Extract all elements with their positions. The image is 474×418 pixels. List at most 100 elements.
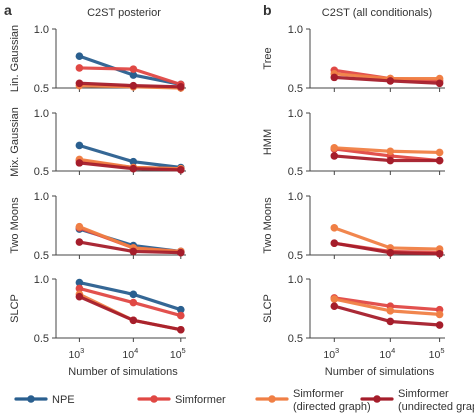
legend-item: Simformer(directed graph): [255, 388, 371, 413]
data-point: [386, 317, 395, 326]
y-tick-label: 1.0: [34, 24, 49, 36]
data-point: [330, 302, 339, 310]
subplot-a-two-moons: 0.5 1.0 Two Moons: [9, 191, 186, 262]
data-point: [177, 166, 185, 174]
x-tick-label: 105: [429, 346, 445, 361]
row-label: SLCP: [9, 294, 21, 323]
y-tick-label: 0.5: [34, 83, 49, 95]
legend-swatch-marker: [150, 395, 158, 403]
data-point: [129, 290, 138, 299]
x-tick-label: 103: [68, 346, 84, 361]
data-point: [129, 71, 138, 79]
data-point: [75, 278, 84, 287]
legend-swatch-marker: [27, 395, 35, 403]
data-point: [330, 73, 339, 82]
data-point: [330, 295, 339, 303]
y-tick-label: 0.5: [288, 333, 303, 345]
subplot-a-mix-gaussian: 0.5 1.0 Mix. Gaussian: [9, 107, 186, 178]
data-point: [129, 164, 138, 173]
data-point: [75, 238, 84, 246]
data-point: [330, 152, 339, 160]
data-point: [435, 79, 444, 88]
data-point: [75, 79, 84, 88]
data-point: [129, 157, 138, 166]
y-tick-label: 0.5: [288, 166, 303, 178]
legend-item: NPE: [14, 394, 75, 406]
row-label: Tree: [262, 47, 274, 69]
data-point: [330, 239, 339, 247]
legend-label: Simformer: [398, 388, 449, 400]
legend-label: Simformer: [175, 394, 226, 406]
data-point: [177, 248, 185, 257]
data-point: [75, 222, 84, 231]
legend-swatch-marker: [373, 395, 381, 403]
data-point: [435, 321, 444, 329]
x-axis-label: Number of simulations: [68, 366, 178, 378]
data-point: [435, 310, 444, 319]
data-point: [129, 316, 138, 325]
y-tick-label: 0.5: [288, 83, 303, 95]
row-label: Two Moons: [9, 197, 21, 254]
y-tick-label: 0.5: [34, 333, 49, 345]
subplot-a-lin-gaussian: 0.5 1.0 Lin. Gaussian: [9, 24, 186, 95]
row-label: Lin. Gaussian: [9, 25, 21, 92]
y-tick-label: 1.0: [34, 108, 49, 120]
data-point: [435, 250, 444, 258]
data-point: [129, 81, 138, 90]
y-tick-label: 1.0: [288, 108, 303, 120]
legend-label: (directed graph): [293, 401, 371, 413]
legend-label: (undirected graph): [398, 401, 474, 413]
data-point: [75, 52, 84, 60]
data-point: [177, 325, 185, 334]
y-tick-label: 1.0: [288, 191, 303, 203]
data-point: [177, 311, 185, 320]
data-point: [129, 65, 138, 73]
row-label: SLCP: [262, 294, 274, 323]
x-axis-label: Number of simulations: [325, 366, 435, 378]
legend-label: NPE: [52, 394, 75, 406]
column-title-b: C2ST (all conditionals): [322, 7, 432, 19]
data-point: [386, 77, 395, 85]
subplot-a-slcp: 0.5 1.0 SLCP 103 104 105 Number of simulations: [9, 274, 186, 378]
x-tick-label: 104: [379, 346, 395, 361]
x-tick-label: 104: [122, 346, 138, 361]
data-point: [177, 83, 185, 91]
data-point: [435, 148, 444, 157]
y-tick-label: 1.0: [34, 274, 49, 286]
y-tick-label: 1.0: [288, 24, 303, 36]
subplot-b-slcp: 0.5 1.0 SLCP 103 104 105 Number of simulations: [262, 274, 445, 378]
row-label: Two Moons: [262, 197, 274, 254]
data-point: [330, 224, 339, 232]
legend: NPE Simformer Simformer(directed graph)Sim…: [14, 388, 474, 413]
data-point: [75, 159, 84, 167]
data-point: [75, 141, 84, 150]
data-point: [386, 248, 395, 257]
column-title-a: C2ST posterior: [87, 7, 161, 19]
subplot-b-hmm: 0.5 1.0 HMM: [262, 108, 445, 178]
data-point: [129, 247, 138, 256]
legend-swatch-marker: [268, 395, 276, 403]
y-tick-label: 1.0: [288, 274, 303, 286]
row-label: Mix. Gaussian: [9, 107, 21, 177]
y-tick-label: 0.5: [288, 250, 303, 262]
data-point: [177, 305, 185, 314]
y-tick-label: 0.5: [34, 166, 49, 178]
data-point: [75, 64, 84, 72]
x-tick-label: 105: [170, 346, 186, 361]
data-point: [435, 156, 444, 165]
data-point: [330, 144, 339, 152]
panel-letter-b: b: [263, 2, 272, 18]
data-point: [386, 156, 395, 165]
data-point: [75, 292, 84, 301]
data-point: [129, 298, 138, 307]
legend-item: Simformer: [137, 394, 226, 406]
data-point: [386, 147, 395, 156]
row-label: HMM: [262, 129, 274, 155]
panel-letter-a: a: [4, 2, 12, 18]
data-point: [75, 284, 84, 293]
legend-label: Simformer: [293, 388, 344, 400]
data-point: [386, 307, 395, 315]
subplot-b-tree: 0.5 1.0 Tree: [262, 24, 445, 95]
legend-item: Simformer(undirected graph): [360, 388, 474, 413]
